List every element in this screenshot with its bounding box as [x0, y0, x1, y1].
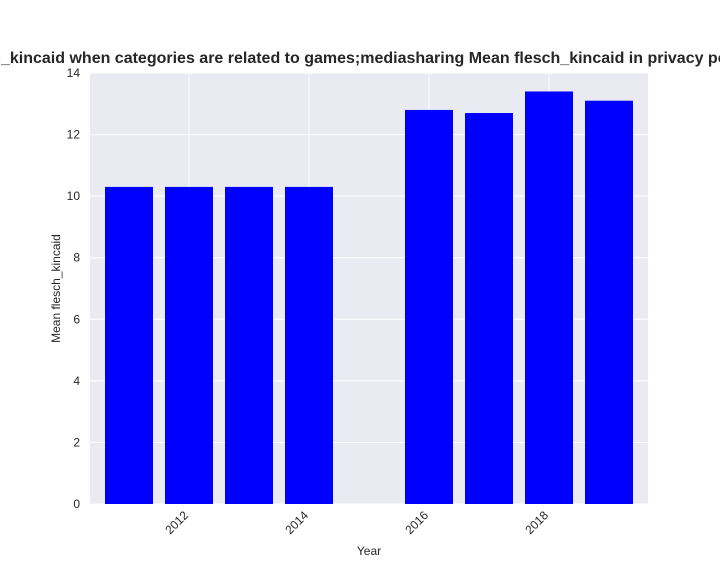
x-tick-label: 2014	[282, 508, 311, 537]
y-tick-label: 4	[73, 374, 80, 388]
y-tick-label: 12	[67, 128, 81, 142]
y-tick-label: 6	[73, 312, 80, 326]
x-axis-ticks: 2012 2014 2016 2018	[162, 508, 551, 537]
bar	[465, 113, 513, 505]
y-tick-label: 10	[67, 189, 81, 203]
x-tick-label: 2018	[522, 508, 551, 537]
bar	[525, 91, 573, 504]
bars	[105, 91, 633, 505]
x-tick-label: 2012	[162, 508, 191, 537]
bar	[405, 109, 453, 504]
y-tick-label: 0	[73, 497, 80, 511]
y-tick-label: 2	[73, 435, 80, 449]
bar	[105, 186, 153, 504]
bar	[285, 186, 333, 504]
y-tick-label: 14	[67, 66, 81, 80]
chart-title: Mean flesch_kincaid when categories are …	[0, 50, 720, 67]
y-tick-label: 8	[73, 251, 80, 265]
bar	[225, 186, 273, 504]
bar	[165, 186, 213, 504]
x-tick-label: 2016	[402, 508, 431, 537]
y-axis-ticks: 0 2 4 6 8 10 12 14	[67, 66, 81, 511]
bar	[585, 100, 633, 504]
x-axis-label: Year	[357, 544, 381, 558]
y-axis-label: Mean flesch_kincaid	[49, 234, 63, 343]
